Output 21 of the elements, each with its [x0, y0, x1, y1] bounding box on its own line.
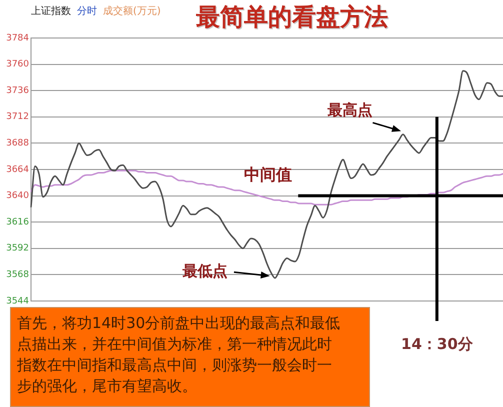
- y-tick-label: 3640: [6, 191, 30, 202]
- y-tick-label: 3712: [6, 112, 29, 122]
- y-tick-label: 3544: [6, 296, 30, 306]
- annotation: 最高点: [326, 101, 373, 120]
- text: 首先，将功14时30分前盘中出现的最高点和最低点描出来，并在中间值为标准，第一种情况此时指数在中间指和最高点中间，则涨势一般会时一步的强化，尾市有望高收。: [10, 307, 370, 407]
- chart-title: 最简单的看盘方法: [196, 3, 388, 31]
- annotation: 最低点: [182, 262, 228, 280]
- text: 成交额(万元): [103, 6, 161, 17]
- y-tick-label: 3616: [6, 217, 30, 228]
- y-tick-label: 3688: [6, 138, 30, 149]
- line-series: [30, 70, 503, 279]
- y-tick-label: 3784: [6, 33, 30, 44]
- text: 分时: [77, 6, 97, 17]
- y-tick-label: 3592: [6, 244, 29, 254]
- y-tick-label: 3664: [6, 164, 30, 175]
- y-tick-label: 3760: [6, 60, 30, 70]
- text: 上证指数: [31, 6, 71, 17]
- text: 14：30分: [401, 334, 474, 353]
- y-tick-label: 3568: [6, 270, 30, 280]
- ref-line-label: 中间值: [244, 164, 292, 184]
- y-tick-label: 3736: [6, 86, 30, 96]
